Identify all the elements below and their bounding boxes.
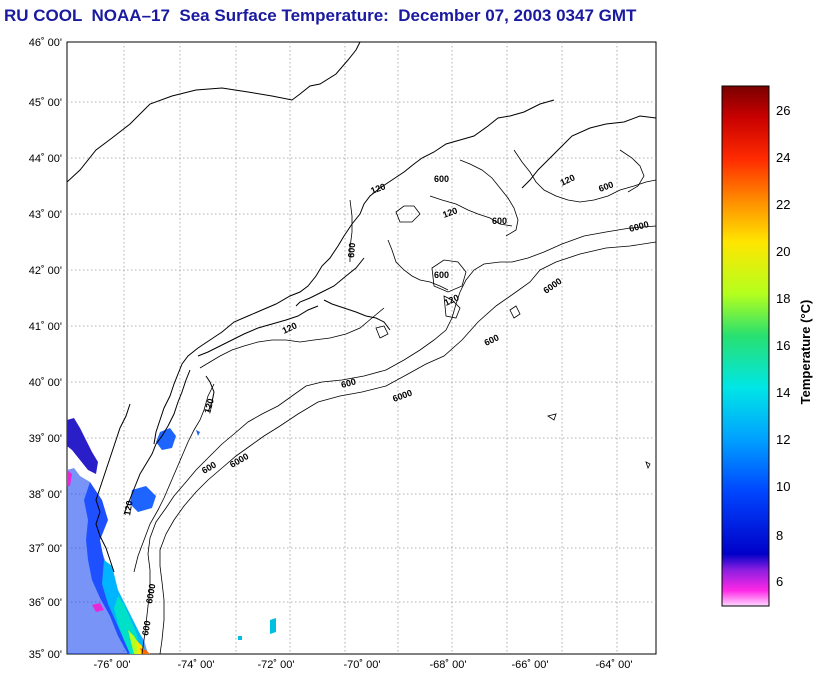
- sst-data-patches: [67, 418, 276, 654]
- coastline: [67, 42, 656, 573]
- lat-label: 46˚ 00': [29, 37, 62, 49]
- lon-label: -72˚ 00': [258, 659, 295, 671]
- contour-label: 120: [369, 181, 387, 196]
- map-title: RU COOL NOAA–17 Sea Surface Temperature:…: [4, 6, 637, 25]
- colorbar-tick-label: 6: [776, 574, 783, 589]
- lat-label: 41˚ 00': [29, 321, 62, 333]
- contour-label: 120: [441, 205, 459, 220]
- lat-label: 39˚ 00': [29, 433, 62, 445]
- colorbar-title: Temperature (°C): [798, 300, 813, 405]
- lat-label: 38˚ 00': [29, 489, 62, 501]
- lon-label: -68˚ 00': [430, 659, 467, 671]
- lat-label: 36˚ 00': [29, 597, 62, 609]
- contour-label: 600: [597, 179, 615, 194]
- colorbar-gradient: [721, 85, 770, 607]
- contour-label: 600: [492, 216, 507, 226]
- colorbar: 26 24 22 20 18 16 14 12 10 8 6 Temperatu…: [721, 85, 813, 607]
- latitude-labels: 46˚ 00' 45˚ 00' 44˚ 00' 43˚ 00' 42˚ 00' …: [29, 37, 62, 661]
- contour-label: 600: [340, 376, 357, 390]
- colorbar-tick-label: 18: [776, 291, 790, 306]
- contour-label: 6000: [144, 583, 157, 604]
- lon-label: -74˚ 00': [178, 659, 215, 671]
- longitude-labels: -76˚ 00' -74˚ 00' -72˚ 00' -70˚ 00' -68˚…: [94, 659, 633, 671]
- colorbar-tick-label: 20: [776, 244, 790, 259]
- lat-label: 35˚ 00': [29, 649, 62, 661]
- lon-label: -64˚ 00': [596, 659, 633, 671]
- lat-label: 40˚ 00': [29, 377, 62, 389]
- colorbar-tick-label: 10: [776, 479, 790, 494]
- lon-label: -70˚ 00': [344, 659, 381, 671]
- contour-label: 120: [122, 500, 134, 517]
- lat-label: 42˚ 00': [29, 265, 62, 277]
- colorbar-tick-label: 8: [776, 528, 783, 543]
- lat-label: 37˚ 00': [29, 543, 62, 555]
- colorbar-tick-label: 24: [776, 150, 790, 165]
- lon-label: -66˚ 00': [512, 659, 549, 671]
- contour-label: 600: [346, 242, 357, 258]
- contour-labels: 120 600 120 600 600 600 120 120 600 120 …: [122, 172, 650, 636]
- contour-label: 600: [434, 270, 449, 280]
- lon-label: -76˚ 00': [94, 659, 131, 671]
- lat-label: 43˚ 00': [29, 209, 62, 221]
- colorbar-tick-label: 14: [776, 385, 790, 400]
- bathymetry-contours: [133, 149, 656, 654]
- colorbar-tick-label: 12: [776, 432, 790, 447]
- contour-label: 120: [202, 397, 216, 414]
- contour-label: 600: [140, 620, 152, 637]
- contour-label: 600: [434, 174, 449, 184]
- colorbar-tick-label: 26: [776, 103, 790, 118]
- map-frame: [66, 41, 657, 655]
- colorbar-tick-label: 16: [776, 338, 790, 353]
- colorbar-ticks: 26 24 22 20 18 16 14 12 10 8 6: [776, 103, 790, 589]
- lat-label: 45˚ 00': [29, 97, 62, 109]
- colorbar-tick-label: 22: [776, 197, 790, 212]
- lat-label: 44˚ 00': [29, 153, 62, 165]
